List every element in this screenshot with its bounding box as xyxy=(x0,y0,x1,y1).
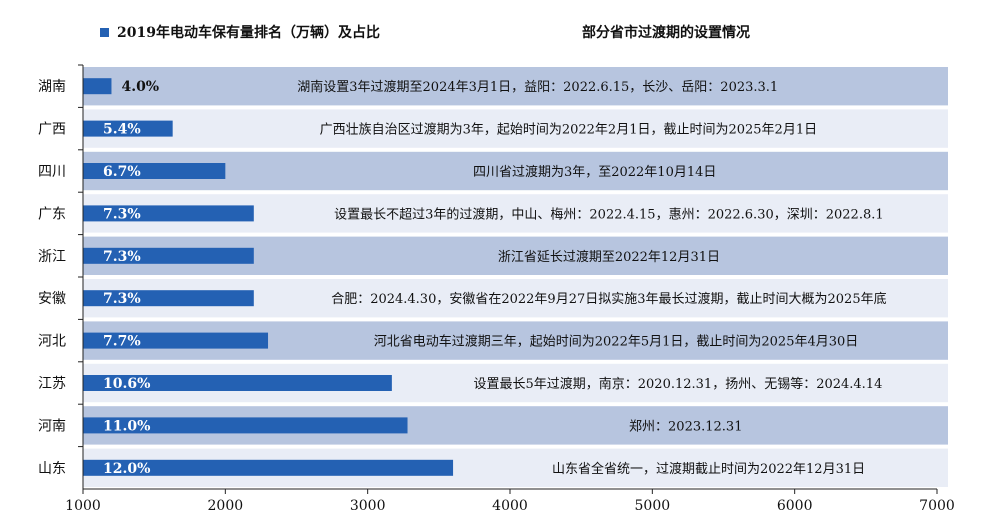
bar xyxy=(83,205,254,222)
category-label: 四川 xyxy=(38,164,66,180)
bar xyxy=(83,417,408,434)
annotation-text: 浙江省延长过渡期至2022年12月31日 xyxy=(498,249,720,265)
category-label: 浙江 xyxy=(38,249,66,265)
annotation-text: 四川省过渡期为3年，至2022年10月14日 xyxy=(473,164,716,180)
row-band xyxy=(83,67,948,106)
bar xyxy=(83,78,112,95)
annotation-text: 设置最长5年过渡期，南京：2020.12.31，扬州、无锡等：2024.4.14 xyxy=(473,376,882,392)
bar xyxy=(83,247,254,264)
x-tick-label: 3000 xyxy=(350,498,386,514)
bar xyxy=(83,332,269,349)
data-label: 11.0% xyxy=(103,418,150,434)
row-band xyxy=(83,109,948,148)
bar xyxy=(83,459,454,476)
x-tick-label: 2000 xyxy=(208,498,244,514)
data-label: 12.0% xyxy=(103,461,150,477)
data-label: 6.7% xyxy=(103,164,141,180)
annotation-text: 设置最长不超过3年的过渡期，中山、梅州：2022.4.15，惠州：2022.6.… xyxy=(334,206,884,222)
annotation-text: 合肥：2024.4.30，安徽省在2022年9月27日拟实施3年最长过渡期，截止… xyxy=(331,291,886,307)
legend-label: 2019年电动车保有量排名（万辆）及占比 xyxy=(117,25,380,41)
x-tick-label: 5000 xyxy=(635,498,671,514)
x-tick-label: 6000 xyxy=(777,498,813,514)
category-label: 安徽 xyxy=(38,291,66,307)
data-label: 7.3% xyxy=(103,291,141,307)
category-label: 湖南 xyxy=(38,79,66,95)
data-label: 7.3% xyxy=(103,249,141,265)
category-label: 河南 xyxy=(38,418,66,434)
bar xyxy=(83,375,392,391)
category-label: 广东 xyxy=(38,206,66,222)
data-label: 4.0% xyxy=(121,79,159,95)
bar xyxy=(83,120,173,137)
x-tick-label: 1000 xyxy=(65,498,101,514)
bar xyxy=(83,290,254,307)
chart-legend: 2019年电动车保有量排名（万辆）及占比 xyxy=(100,22,380,42)
annotation-text: 湖南设置3年过渡期至2024年3月1日，益阳：2022.6.15，长沙、岳阳：2… xyxy=(297,79,778,95)
annotation-text: 河北省电动车过渡期三年，起始时间为2022年5月1日，截止时间为2025年4月3… xyxy=(374,334,859,350)
legend-swatch xyxy=(100,27,109,37)
annotation-text: 广西壮族自治区过渡期为3年，起始时间为2022年2月1日，截止时间为2025年2… xyxy=(320,122,818,138)
bar xyxy=(83,163,226,179)
category-label: 山东 xyxy=(38,461,66,477)
x-tick-label: 7000 xyxy=(919,498,955,514)
annotation-text: 山东省全省统一，过渡期截止时间为2022年12月31日 xyxy=(552,461,865,477)
category-label: 江苏 xyxy=(38,376,66,392)
annotation-title: 部分省市过渡期的设置情况 xyxy=(582,25,750,41)
category-label: 河北 xyxy=(38,334,66,350)
row-band xyxy=(83,151,948,191)
data-label: 5.4% xyxy=(103,122,141,138)
x-tick-label: 4000 xyxy=(492,498,528,514)
data-label: 10.6% xyxy=(103,376,150,392)
annotation-text: 郑州：2023.12.31 xyxy=(629,419,742,434)
data-label: 7.3% xyxy=(103,206,141,222)
category-label: 广西 xyxy=(38,122,66,138)
data-label: 7.7% xyxy=(103,334,141,350)
